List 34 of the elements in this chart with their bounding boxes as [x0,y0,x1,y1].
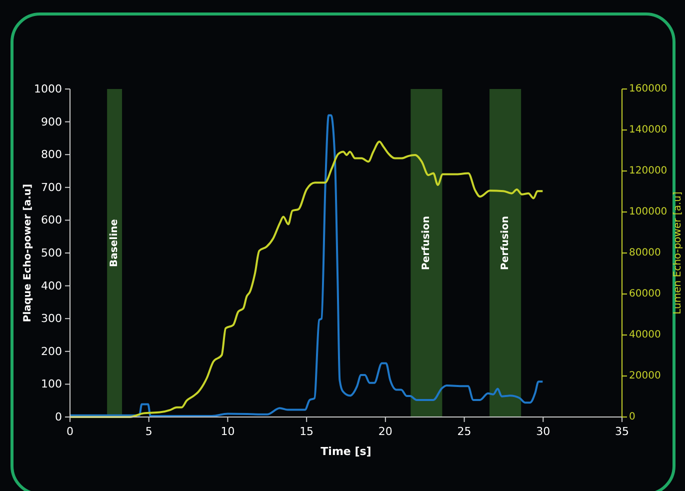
band-label: Perfusion [500,216,511,270]
y-tick-label: 0 [55,410,62,424]
x-tick-label: 25 [457,425,472,438]
x-tick-label: 35 [615,425,629,438]
y-tick-label: 900 [41,115,62,128]
band-label: Baseline [109,218,120,267]
y-axis-title: Plaque Echo-power [a.u] [22,184,34,322]
y-tick-label: 800 [41,148,62,162]
x-axis-title: Time [s] [320,445,372,458]
y2-tick-label: 40000 [629,330,661,340]
x-tick-label: 10 [220,425,235,438]
y2-axis-title: Lumen Echo-power [a.u] [672,192,684,314]
x-tick-label: 5 [145,425,152,438]
x-tick-label: 0 [66,425,74,438]
y-tick-label: 600 [41,214,62,227]
y2-tick-label: 0 [629,412,636,422]
x-tick-label: 30 [536,425,550,438]
x-tick-label: 15 [300,425,314,438]
y-tick-label: 700 [41,180,62,194]
x-tick-label: 20 [378,425,392,438]
y2-tick-label: 140000 [629,124,668,136]
y-tick-label: 500 [41,246,62,260]
y2-tick-label: 80000 [629,248,661,258]
y2-tick-label: 120000 [629,166,668,176]
y2-tick-label: 100000 [629,206,668,218]
y-tick-label: 300 [41,312,62,326]
y-tick-label: 1000 [34,82,62,96]
y-tick-label: 100 [41,378,62,391]
y2-tick-label: 20000 [629,370,661,382]
band-label: Perfusion [420,216,432,270]
y2-tick-label: 160000 [629,84,668,94]
y-tick-label: 200 [41,344,62,358]
y2-tick-label: 60000 [629,288,661,300]
y-tick-label: 400 [41,279,62,292]
